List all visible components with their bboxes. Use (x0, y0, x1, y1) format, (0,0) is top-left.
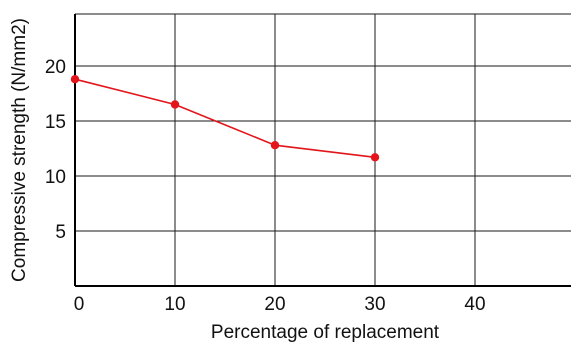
data-point (170, 100, 180, 109)
data-point (370, 153, 380, 162)
data-point (270, 141, 280, 150)
tick-labels: 0 10 20 30 40 5 10 15 20 (45, 57, 486, 315)
data-point (70, 75, 80, 84)
x-tick-label: 0 (74, 294, 85, 315)
x-axis-title: Percentage of replacement (211, 322, 440, 343)
y-axis-title: Compressive strength (N/mm2) (9, 18, 30, 282)
grid (75, 13, 571, 286)
axes (74, 14, 571, 287)
x-tick-label: 30 (364, 294, 385, 315)
series-line (74, 78, 376, 159)
y-tick-label: 20 (45, 57, 66, 78)
y-tick-label: 5 (55, 222, 66, 243)
x-tick-label: 20 (264, 294, 285, 315)
y-tick-label: 15 (45, 112, 66, 133)
x-tick-label: 10 (164, 294, 185, 315)
y-tick-label: 10 (45, 167, 66, 188)
x-tick-label: 40 (464, 294, 485, 315)
series-layer (70, 75, 380, 162)
